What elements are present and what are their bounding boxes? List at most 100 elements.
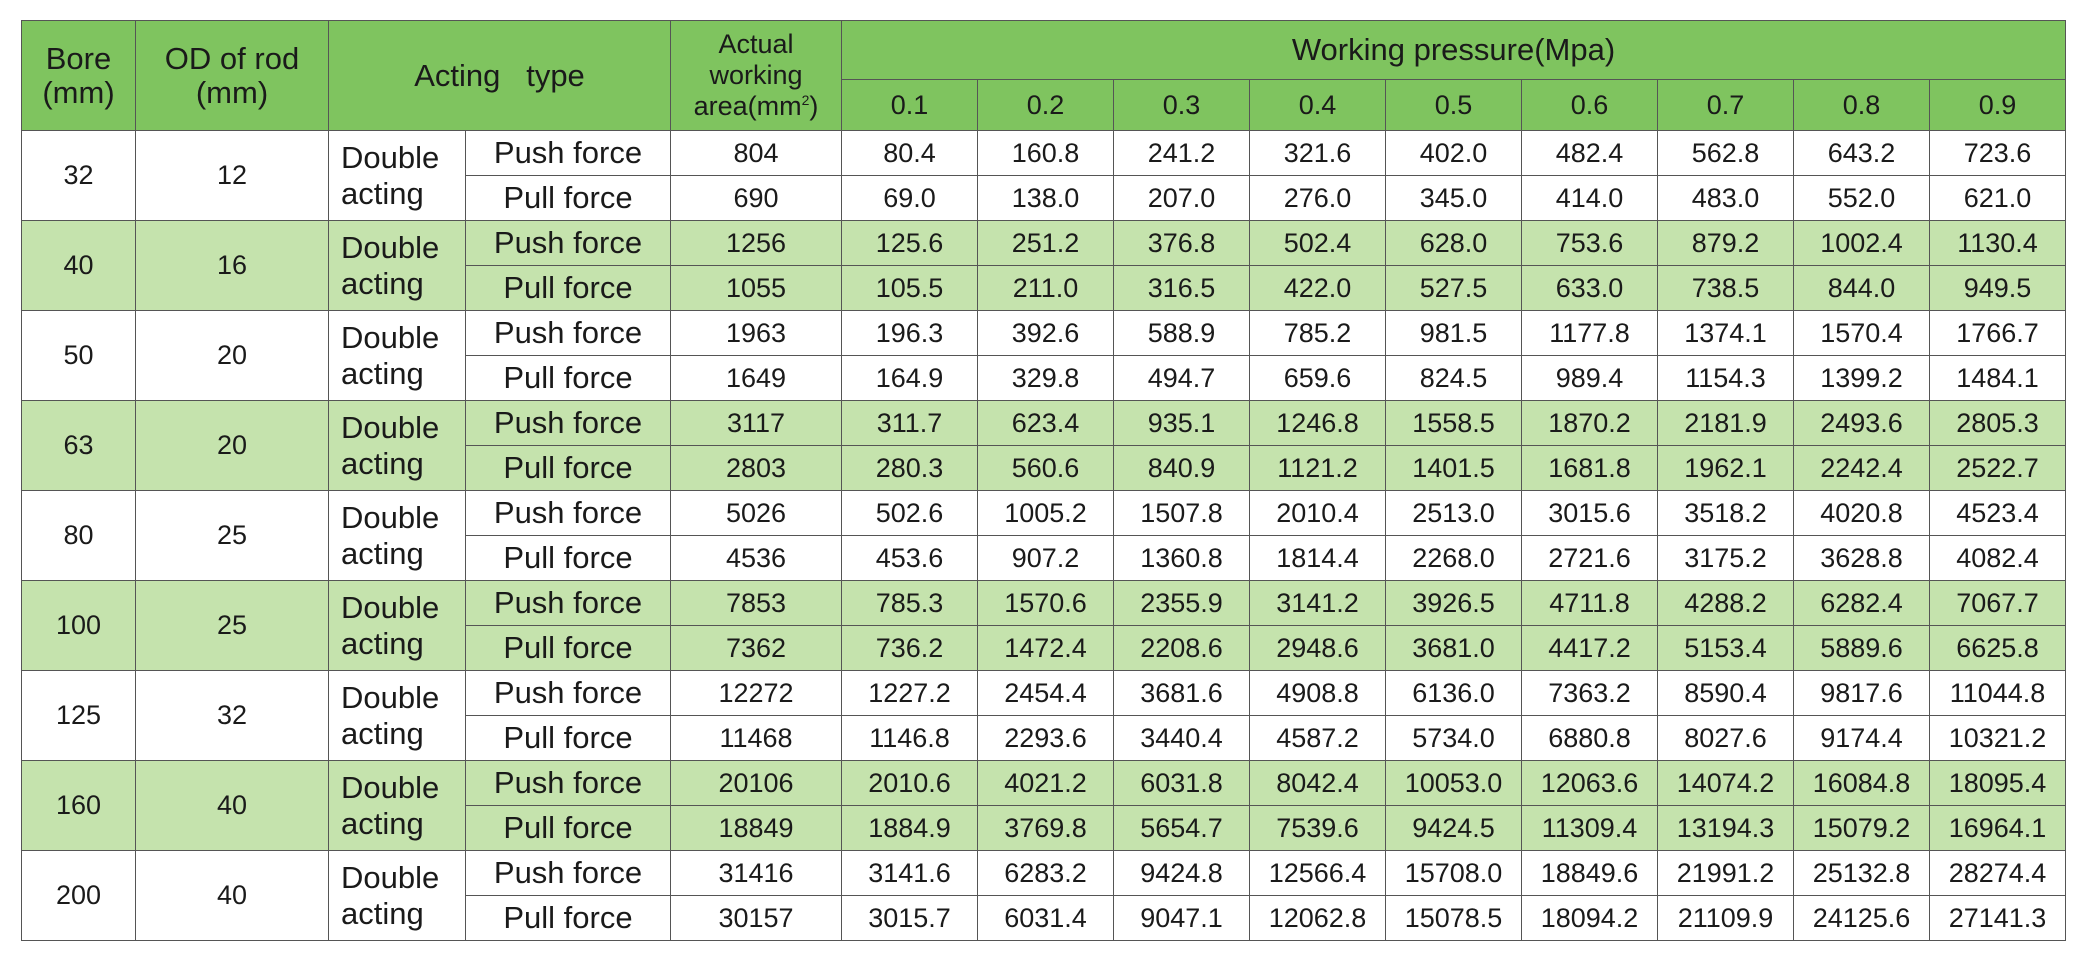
force-value-cell: 9424.5 — [1385, 805, 1522, 851]
acting-type-cell: Double acting — [328, 490, 466, 581]
force-value-cell: 3681.6 — [1113, 670, 1250, 716]
force-value-cell: 2010.6 — [841, 760, 978, 806]
force-value-cell: 785.2 — [1249, 310, 1386, 356]
header-area-line3: area(mm2) — [672, 91, 841, 122]
force-value-cell: 560.6 — [977, 445, 1114, 491]
force-value-cell: 25132.8 — [1793, 850, 1930, 896]
force-value-cell: 3015.7 — [841, 895, 978, 941]
working-area-cell: 5026 — [670, 490, 842, 536]
force-value-cell: 2208.6 — [1113, 625, 1250, 671]
force-value-cell: 251.2 — [977, 220, 1114, 266]
force-value-cell: 11044.8 — [1928, 670, 2067, 716]
rod-od-cell: 32 — [135, 670, 329, 761]
header-pressure-0.8: 0.8 — [1793, 79, 1930, 131]
working-area-cell: 1055 — [670, 265, 842, 311]
push-force-label: Push force — [465, 760, 671, 806]
pull-force-label: Pull force — [465, 715, 671, 761]
force-value-cell: 3518.2 — [1657, 490, 1794, 536]
force-value-cell: 16964.1 — [1928, 805, 2067, 851]
force-value-cell: 623.4 — [977, 400, 1114, 446]
force-value-cell: 3769.8 — [977, 805, 1114, 851]
force-value-cell: 1177.8 — [1521, 310, 1658, 356]
push-force-row: 80 25 Double acting Push force 5026 502.6 1005… — [21, 490, 2067, 581]
pull-force-label: Pull force — [465, 265, 671, 311]
force-value-cell: 3175.2 — [1657, 535, 1794, 581]
pull-force-row: Pull force 30157 3015.7 6031.4 9047.1 12062.8… — [22, 895, 2067, 941]
pressure-header-row: 0.1 0.2 0.3 0.4 0.5 0.6 0.7 0.8 0.9 — [22, 79, 2067, 131]
force-value-cell: 329.8 — [977, 355, 1114, 401]
force-value-cell: 1766.7 — [1928, 310, 2067, 356]
force-value-cell: 1870.2 — [1521, 400, 1658, 446]
pull-force-row: Pull force 690 69.0 138.0 207.0 276.0 345.0 414… — [22, 175, 2067, 221]
force-value-cell: 4021.2 — [977, 760, 1114, 806]
force-value-cell: 160.8 — [977, 130, 1114, 176]
force-value-cell: 27141.3 — [1928, 895, 2067, 941]
force-value-cell: 588.9 — [1113, 310, 1250, 356]
force-value-cell: 502.4 — [1249, 220, 1386, 266]
force-value-cell: 824.5 — [1385, 355, 1522, 401]
bore-group: 125 32 Double acting Push force 12272 1227.2 2… — [21, 670, 2067, 761]
working-area-cell: 4536 — [670, 535, 842, 581]
bore-group: 32 12 Double acting Push force 804 80.4 160.8 2… — [21, 130, 2067, 221]
push-force-row: 100 25 Double acting Push force 7853 785.3 157… — [21, 580, 2067, 671]
push-force-row: 200 40 Double acting Push force 31416 3141.6 6… — [21, 850, 2067, 941]
header-od-of-rod: OD of rod (mm) — [135, 20, 329, 131]
force-value-cell: 2010.4 — [1249, 490, 1386, 536]
force-value-cell: 4587.2 — [1249, 715, 1386, 761]
acting-type-cell: Double acting — [328, 400, 466, 491]
force-value-cell: 276.0 — [1249, 175, 1386, 221]
push-force-label: Push force — [465, 400, 671, 446]
force-value-cell: 402.0 — [1385, 130, 1522, 176]
pull-force-row: Pull force 1649 164.9 329.8 494.7 659.6 824.5 9… — [22, 355, 2067, 401]
force-value-cell: 21991.2 — [1657, 850, 1794, 896]
push-force-row: 40 16 Double acting Push force 1256 125.6 251.… — [21, 220, 2067, 311]
pull-force-row: Pull force 4536 453.6 907.2 1360.8 1814.4 2268… — [22, 535, 2067, 581]
working-area-cell: 804 — [670, 130, 842, 176]
bore-cell: 40 — [21, 220, 136, 311]
force-value-cell: 311.7 — [841, 400, 978, 446]
force-value-cell: 321.6 — [1249, 130, 1386, 176]
header-pressure-0.3: 0.3 — [1113, 79, 1250, 131]
force-value-cell: 392.6 — [977, 310, 1114, 356]
force-value-cell: 2805.3 — [1928, 400, 2067, 446]
force-value-cell: 2454.4 — [977, 670, 1114, 716]
force-value-cell: 18094.2 — [1521, 895, 1658, 941]
force-value-cell: 785.3 — [841, 580, 978, 626]
push-force-row: 50 20 Double acting Push force 1963 196.3 392.… — [21, 310, 2067, 401]
pull-force-label: Pull force — [465, 175, 671, 221]
force-value-cell: 4908.8 — [1249, 670, 1386, 716]
cylinder-force-table-container: Bore (mm) OD of rod (mm) Acting type Act… — [21, 20, 2067, 941]
force-value-cell: 2513.0 — [1385, 490, 1522, 536]
acting-type-cell: Double acting — [328, 670, 466, 761]
force-value-cell: 6282.4 — [1793, 580, 1930, 626]
force-value-cell: 69.0 — [841, 175, 978, 221]
force-value-cell: 2293.6 — [977, 715, 1114, 761]
push-force-label: Push force — [465, 220, 671, 266]
force-value-cell: 3015.6 — [1521, 490, 1658, 536]
force-value-cell: 1146.8 — [841, 715, 978, 761]
bore-group: 40 16 Double acting Push force 1256 125.6 251.… — [21, 220, 2067, 311]
working-area-cell: 20106 — [670, 760, 842, 806]
header-bore-label: Bore (mm) — [42, 40, 115, 110]
force-value-cell: 196.3 — [841, 310, 978, 356]
header-pressure-0.5: 0.5 — [1385, 79, 1522, 131]
bore-cell: 125 — [21, 670, 136, 761]
header-area-line1: Actual — [718, 29, 794, 59]
rod-od-cell: 40 — [135, 760, 329, 851]
acting-type-cell: Double acting — [328, 220, 466, 311]
force-value-cell: 7067.7 — [1928, 580, 2067, 626]
force-value-cell: 3926.5 — [1385, 580, 1522, 626]
push-force-label: Push force — [465, 850, 671, 896]
force-value-cell: 14074.2 — [1657, 760, 1794, 806]
force-value-cell: 981.5 — [1385, 310, 1522, 356]
header-working-pressure: Working pressure(Mpa) — [840, 20, 2067, 80]
header-area-line2: working — [709, 60, 803, 90]
acting-type-cell: Double acting — [328, 850, 466, 941]
acting-type-cell: Double acting — [328, 310, 466, 401]
force-value-cell: 753.6 — [1521, 220, 1658, 266]
force-value-cell: 10321.2 — [1928, 715, 2067, 761]
force-value-cell: 1154.3 — [1657, 355, 1794, 401]
force-value-cell: 2721.6 — [1521, 535, 1658, 581]
header-area-unit: area(mm — [693, 91, 802, 121]
force-value-cell: 9817.6 — [1793, 670, 1930, 716]
